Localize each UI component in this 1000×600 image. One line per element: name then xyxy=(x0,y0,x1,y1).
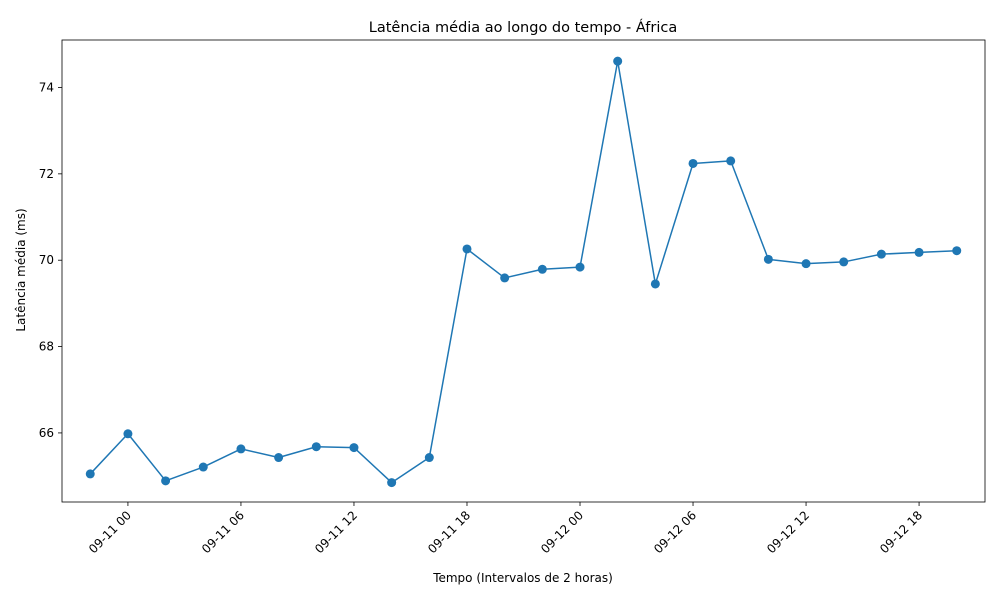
y-tick-label: 74 xyxy=(39,80,54,94)
plot-frame xyxy=(61,39,986,503)
data-point xyxy=(763,254,773,264)
series-layer xyxy=(85,56,962,488)
x-tick-label: 09-12 12 xyxy=(764,508,812,556)
y-axis: 66 68 70 72 74 xyxy=(39,80,62,440)
data-point xyxy=(575,262,585,272)
x-tick-label: 09-11 06 xyxy=(199,508,247,556)
data-point xyxy=(311,442,321,452)
data-point xyxy=(123,429,133,439)
y-tick-label: 68 xyxy=(39,340,54,354)
data-point xyxy=(236,444,246,454)
chart-title: Latência média ao longo do tempo - Áfric… xyxy=(369,19,677,36)
y-tick-label: 66 xyxy=(39,426,54,440)
data-point xyxy=(462,244,472,254)
x-tick-label: 09-11 00 xyxy=(86,508,134,556)
x-tick-label: 09-12 06 xyxy=(651,508,699,556)
x-axis-label: Tempo (Intervalos de 2 horas) xyxy=(432,571,613,585)
x-tick-label: 09-11 18 xyxy=(425,508,473,556)
data-point xyxy=(952,246,962,256)
data-point xyxy=(274,453,284,463)
data-point xyxy=(688,158,698,168)
data-point xyxy=(85,469,95,479)
data-point xyxy=(876,249,886,259)
x-tick-label: 09-12 00 xyxy=(538,508,586,556)
data-point xyxy=(198,462,208,472)
data-point xyxy=(726,156,736,166)
plot-area xyxy=(61,39,986,503)
x-axis: 09-11 00 09-11 06 09-11 12 09-11 18 09-12 00… xyxy=(86,502,925,556)
x-tick-label: 09-12 18 xyxy=(877,508,925,556)
data-point xyxy=(161,476,171,486)
x-tick-label: 09-11 12 xyxy=(312,508,360,556)
data-point xyxy=(537,264,547,274)
data-point xyxy=(914,247,924,257)
y-tick-label: 70 xyxy=(39,253,54,267)
data-point xyxy=(839,257,849,267)
data-point xyxy=(424,453,434,463)
data-point xyxy=(650,279,660,289)
data-point xyxy=(613,56,623,66)
data-point xyxy=(349,443,359,453)
data-point xyxy=(500,273,510,283)
series-line xyxy=(89,60,957,484)
y-tick-label: 72 xyxy=(39,167,54,181)
data-point xyxy=(387,478,397,488)
y-axis-label: Latência média (ms) xyxy=(14,208,28,331)
data-point xyxy=(801,259,811,269)
